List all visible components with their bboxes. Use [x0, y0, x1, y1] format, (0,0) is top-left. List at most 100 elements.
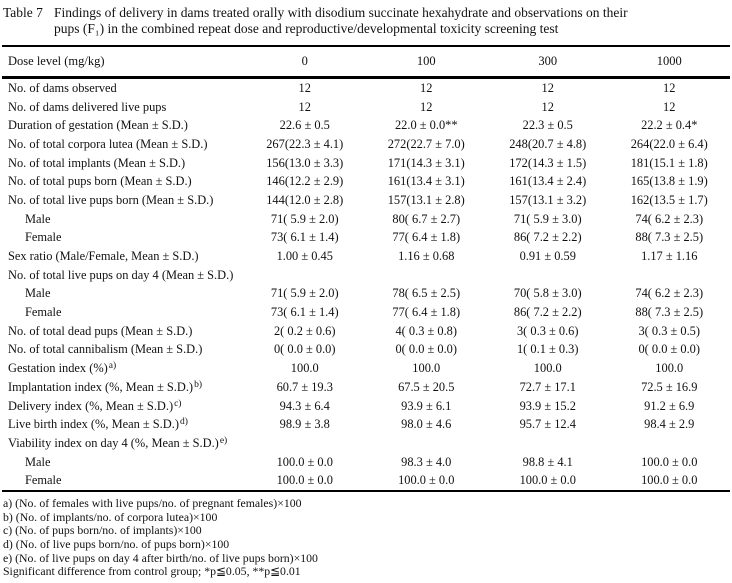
- footnote-marker: e): [219, 435, 228, 446]
- table-cell: 22.6 ± 0.5: [279, 118, 330, 133]
- table-cell: 172(14.3 ± 1.5): [509, 155, 587, 170]
- row-label: Delivery index (%, Mean ± S.D.)c): [8, 398, 182, 413]
- table-cell: 67.5 ± 20.5: [398, 379, 455, 394]
- caption-text: Findings of delivery in dams treated ora…: [54, 5, 730, 37]
- table-cell: 93.9 ± 15.2: [519, 398, 576, 413]
- table-cell: 73( 6.1 ± 1.4): [270, 305, 339, 320]
- table-cell: 74( 6.2 ± 2.3): [635, 286, 704, 301]
- table-cell: 0( 0.0 ± 0.0): [638, 342, 701, 357]
- table-row: No. of total implants (Mean ± S.D.) 156(1…: [2, 154, 730, 173]
- table-row: No. of total cannibalism (Mean ± S.D.) 0(…: [2, 341, 730, 360]
- table-cell: 0.91 ± 0.59: [519, 249, 576, 264]
- table-cell: 72.7 ± 17.1: [519, 379, 576, 394]
- row-label: Male: [25, 211, 51, 226]
- table-cell: 98.4 ± 2.9: [644, 417, 695, 432]
- table-cell: 71( 5.9 ± 3.0): [513, 211, 582, 226]
- footnote-line: c) (No. of pups born/no. of implants)×10…: [3, 523, 202, 538]
- table-cell: 156(13.0 ± 3.3): [266, 155, 344, 170]
- table-row: Live birth index (%, Mean ± S.D.)d) 98.9 …: [2, 415, 730, 434]
- row-label: Implantation index (%, Mean ± S.D.)b): [8, 379, 202, 394]
- footnote-marker: d): [179, 417, 188, 428]
- table-row: No. of total corpora lutea (Mean ± S.D.)…: [2, 135, 730, 154]
- dose-column-header: 1000: [656, 54, 682, 68]
- table-cell: 70( 5.8 ± 3.0): [513, 286, 582, 301]
- footnote-line: Significant difference from control grou…: [3, 564, 301, 579]
- table-body: No. of dams observed 12 12 12 12 No. of dams …: [2, 79, 730, 490]
- table-cell: 22.0 ± 0.0**: [394, 118, 458, 133]
- table-cell: 72.5 ± 16.9: [641, 379, 698, 394]
- row-label: No. of total corpora lutea (Mean ± S.D.): [8, 136, 208, 151]
- table-number: Table 7: [3, 5, 43, 20]
- table-cell: 12: [541, 80, 554, 95]
- table-cell: 100.0 ± 0.0: [641, 473, 698, 488]
- table-row: Sex ratio (Male/Female, Mean ± S.D.) 1.00…: [2, 247, 730, 266]
- footnote-marker: a): [108, 361, 117, 372]
- row-label: Female: [25, 473, 62, 488]
- footnote-marker: c): [174, 398, 182, 409]
- table-header-row: Dose level (mg/kg) 0 100 300 1000: [2, 47, 730, 79]
- table-row: Female 73( 6.1 ± 1.4) 77( 6.4 ± 1.8) 86( 7.…: [2, 303, 730, 322]
- table-cell: 12: [298, 80, 311, 95]
- table-cell: 272(22.7 ± 7.0): [387, 136, 465, 151]
- table-cell: 248(20.7 ± 4.8): [509, 136, 587, 151]
- table-cell: 22.3 ± 0.5: [522, 118, 573, 133]
- table-cell: 88( 7.3 ± 2.5): [635, 230, 704, 245]
- table-cell: 88( 7.3 ± 2.5): [635, 305, 704, 320]
- table-row: Male 100.0 ± 0.0 98.3 ± 4.0 98.8 ± 4.1 100.0…: [2, 453, 730, 472]
- table-cell: 86( 7.2 ± 2.2): [513, 230, 582, 245]
- row-label: No. of total cannibalism (Mean ± S.D.): [8, 342, 203, 357]
- table-cell: 98.9 ± 3.8: [279, 417, 330, 432]
- table-row: No. of total dead pups (Mean ± S.D.) 2( 0…: [2, 322, 730, 341]
- table-cell: 2( 0.2 ± 0.6): [273, 323, 336, 338]
- table-row: No. of dams delivered live pups 12 12 12 12: [2, 98, 730, 117]
- dose-column-header: 300: [538, 54, 558, 68]
- header-label: Dose level (mg/kg): [8, 54, 105, 68]
- table-cell: 165(13.8 ± 1.9): [630, 174, 708, 189]
- table-caption: Table 7 Findings of delivery in dams tre…: [3, 5, 730, 37]
- table-cell: 77( 6.4 ± 1.8): [392, 305, 461, 320]
- table-cell: 100.0 ± 0.0: [276, 473, 333, 488]
- table-cell: 157(13.1 ± 2.8): [387, 192, 465, 207]
- table-row: Female 100.0 ± 0.0 100.0 ± 0.0 100.0 ± 0.0 1…: [2, 471, 730, 490]
- row-label: No. of dams observed: [8, 80, 117, 95]
- table-cell: 1( 0.1 ± 0.3): [516, 342, 579, 357]
- table-cell: 3( 0.3 ± 0.6): [516, 323, 579, 338]
- row-label: Live birth index (%, Mean ± S.D.)d): [8, 417, 188, 432]
- table-cell: 71( 5.9 ± 2.0): [270, 286, 339, 301]
- table-row: No. of total pups born (Mean ± S.D.) 146(…: [2, 172, 730, 191]
- table-cell: 12: [663, 99, 676, 114]
- footnotes: a) (No. of females with live pups/no. of…: [2, 497, 730, 579]
- table-cell: 100.0: [290, 361, 319, 376]
- table-row: Male 71( 5.9 ± 2.0) 78( 6.5 ± 2.5) 70( 5.8 …: [2, 285, 730, 304]
- table-cell: 98.0 ± 4.6: [401, 417, 452, 432]
- table-cell: 267(22.3 ± 4.1): [266, 136, 344, 151]
- table-row: Viability index on day 4 (%, Mean ± S.D.…: [2, 434, 730, 453]
- table-cell: 100.0: [533, 361, 562, 376]
- table-cell: 3( 0.3 ± 0.5): [638, 323, 701, 338]
- table-row: Delivery index (%, Mean ± S.D.)c) 94.3 ± …: [2, 397, 730, 416]
- row-label: No. of total dead pups (Mean ± S.D.): [8, 323, 193, 338]
- table-cell: 1.17 ± 1.16: [641, 249, 698, 264]
- table-row: Implantation index (%, Mean ± S.D.)b) 60.…: [2, 378, 730, 397]
- table-cell: 0( 0.0 ± 0.0): [395, 342, 458, 357]
- table-row: No. of total live pups on day 4 (Mean ± …: [2, 266, 730, 285]
- table-row: No. of dams observed 12 12 12 12: [2, 79, 730, 98]
- table-cell: 100.0 ± 0.0: [398, 473, 455, 488]
- table-cell: 86( 7.2 ± 2.2): [513, 305, 582, 320]
- table-cell: 98.8 ± 4.1: [522, 454, 573, 469]
- row-label: Gestation index (%)a): [8, 361, 117, 376]
- caption-line-2: pups (F₁) in the combined repeat dose an…: [54, 21, 559, 36]
- table-cell: 77( 6.4 ± 1.8): [392, 230, 461, 245]
- footnote-line: b) (No. of implants/no. of corpora lutea…: [3, 509, 218, 524]
- table-cell: 12: [298, 99, 311, 114]
- footnote-line: e) (No. of live pups on day 4 after birt…: [3, 550, 318, 565]
- table-row: Female 73( 6.1 ± 1.4) 77( 6.4 ± 1.8) 86( 7.…: [2, 229, 730, 248]
- row-label: No. of dams delivered live pups: [8, 99, 167, 114]
- table-cell: 22.2 ± 0.4*: [641, 118, 698, 133]
- table-cell: 162(13.5 ± 1.7): [630, 192, 708, 207]
- table-cell: 144(12.0 ± 2.8): [266, 192, 344, 207]
- row-label: Male: [25, 286, 51, 301]
- table-cell: 12: [663, 80, 676, 95]
- table-cell: 91.2 ± 6.9: [644, 398, 695, 413]
